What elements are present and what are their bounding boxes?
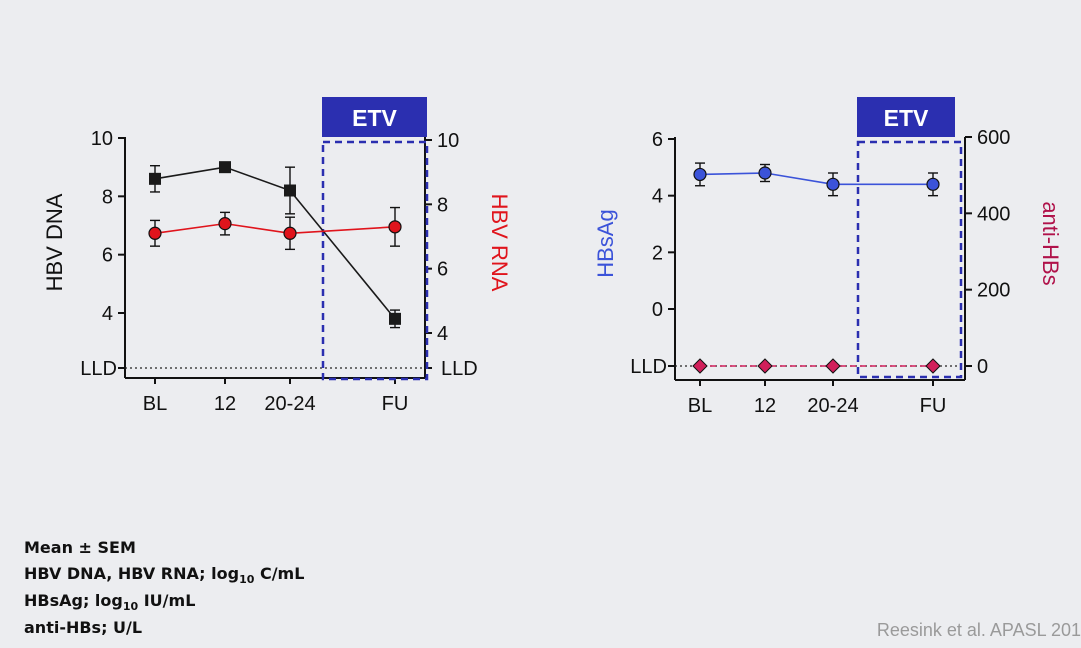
lld-label-right: LLD	[441, 358, 478, 380]
right-tick-label: 600	[977, 127, 1010, 149]
data-point-hbsag	[758, 166, 772, 180]
series-line-hbsag	[699, 172, 933, 186]
x-tick-label: FU	[382, 393, 409, 415]
note-hbv-units: HBV DNA, HBV RNA; log10 C/mL	[24, 564, 305, 587]
y-axis-title-left: HBsAg	[593, 209, 618, 277]
data-point-hbv-dna	[149, 172, 161, 185]
data-point-hbsag	[693, 167, 707, 182]
etv-treatment-box	[321, 140, 429, 381]
x-tick-label: 12	[214, 393, 236, 415]
data-point-hbsag	[826, 177, 840, 191]
x-tick-label: 20-24	[807, 395, 858, 417]
data-point-anti-hbs	[825, 358, 841, 374]
lld-label-left: LLD	[80, 358, 117, 380]
data-point-hbv-rna	[283, 226, 297, 240]
citation: Reesink et al. APASL 201	[876, 620, 1081, 640]
data-point-anti-hbs	[692, 358, 708, 374]
etv-label: ETV	[884, 105, 929, 131]
x-tick-label: BL	[143, 393, 167, 415]
data-point-hbv-rna	[218, 217, 232, 231]
left-tick-label: 0	[652, 299, 663, 321]
data-point-hbv-dna	[219, 161, 231, 174]
data-point-hbsag	[926, 177, 940, 191]
series-line-hbv-rna	[154, 222, 396, 235]
left-tick-label: 10	[91, 128, 113, 150]
x-tick-label: 20-24	[264, 393, 315, 415]
note-antihbs-units: anti-HBs; U/L	[24, 618, 143, 637]
right-tick-label: 6	[437, 259, 448, 281]
left-tick-label: 2	[652, 242, 663, 264]
left-tick-label: 8	[102, 186, 113, 208]
etv-label: ETV	[352, 105, 397, 131]
right-tick-label: 10	[437, 130, 459, 152]
etv-label-box	[857, 97, 955, 137]
y-axis-title-right: anti-HBs	[1038, 201, 1063, 285]
right-tick-label: 0	[977, 356, 988, 378]
x-tick-label: BL	[688, 395, 712, 417]
x-tick-label: 12	[754, 395, 776, 417]
left-tick-label: 4	[102, 303, 113, 325]
left-tick-label: 4	[652, 186, 663, 208]
y-axis-title-right: HBV RNA	[487, 194, 512, 292]
series-line-hbv-dna	[154, 166, 396, 320]
left-tick-label: 6	[652, 129, 663, 151]
left-tick-label: 6	[102, 245, 113, 267]
etv-treatment-box	[856, 140, 963, 379]
note-hbsag-units: HBsAg; log10 IU/mL	[24, 591, 196, 614]
data-point-hbv-rna	[388, 220, 402, 234]
data-point-hbv-dna	[389, 312, 401, 325]
y-axis-title-left: HBV DNA	[42, 193, 67, 291]
x-tick-label: FU	[920, 395, 947, 417]
data-point-anti-hbs	[925, 358, 941, 374]
etv-label-box	[322, 97, 427, 137]
right-tick-label: 8	[437, 194, 448, 216]
right-tick-label: 4	[437, 323, 448, 345]
lld-label-left: LLD	[630, 356, 667, 378]
data-point-hbv-dna	[284, 184, 296, 197]
data-point-hbv-rna	[148, 226, 162, 240]
right-tick-label: 400	[977, 203, 1010, 225]
note-mean-sem: Mean ± SEM	[24, 538, 136, 557]
data-point-anti-hbs	[757, 358, 773, 374]
right-tick-label: 200	[977, 280, 1010, 302]
